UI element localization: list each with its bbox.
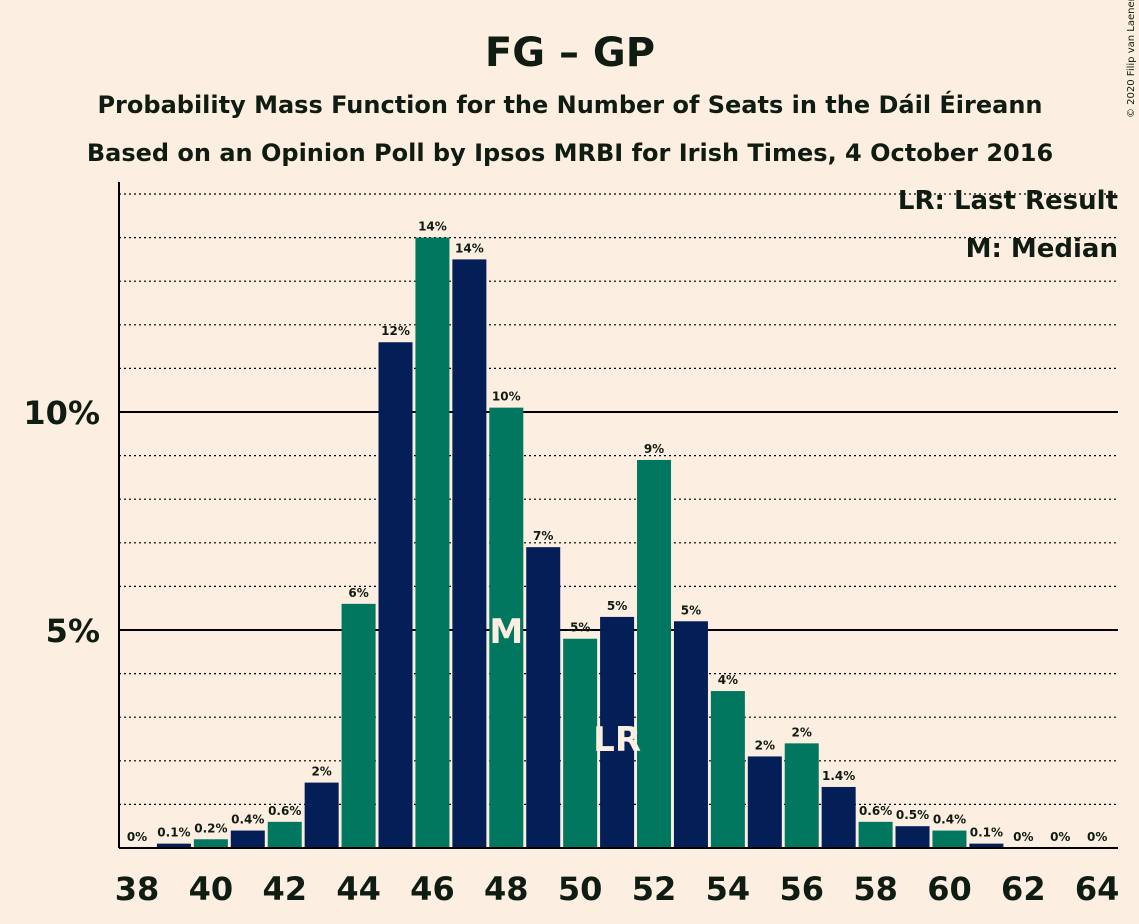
y-axis: 5% 10%	[23, 182, 1118, 849]
bar-60	[932, 830, 967, 848]
bar-55	[747, 756, 782, 848]
data-label-52: 9%	[644, 442, 664, 456]
data-label-39: 0.1%	[157, 826, 190, 840]
data-label-48: 10%	[492, 390, 521, 404]
chart-subtitle-2: Based on an Opinion Poll by Ipsos MRBI f…	[87, 139, 1053, 167]
data-label-53: 5%	[681, 603, 701, 617]
data-label-43: 2%	[311, 765, 331, 779]
bar-57	[821, 786, 856, 848]
data-label-41: 0.4%	[231, 813, 264, 827]
x-tick-label: 44	[336, 870, 381, 908]
bar-61	[969, 843, 1004, 848]
chart-subtitle-1: Probability Mass Function for the Number…	[97, 90, 1042, 119]
data-label-54: 4%	[718, 673, 738, 687]
x-tick-label: 46	[410, 870, 455, 908]
bar-45	[378, 342, 413, 848]
bar-43	[304, 782, 339, 848]
bar-47	[452, 259, 487, 848]
bar-39	[156, 843, 191, 848]
data-label-38: 0%	[127, 830, 147, 844]
x-tick-label: 64	[1075, 870, 1120, 908]
data-label-40: 0.2%	[194, 821, 227, 835]
chart-title: FG – GP	[485, 30, 655, 76]
data-label-50: 5%	[570, 621, 590, 635]
data-label-42: 0.6%	[268, 804, 301, 818]
bar-52	[637, 459, 672, 848]
data-label-61: 0.1%	[970, 826, 1003, 840]
bar-56	[784, 743, 819, 848]
bar-53	[673, 621, 708, 848]
bar-51	[600, 616, 635, 848]
x-tick-label: 38	[115, 870, 160, 908]
bar-44	[341, 603, 376, 848]
x-tick-label: 52	[632, 870, 677, 908]
x-tick-label: 48	[484, 870, 529, 908]
x-tick-label: 56	[779, 870, 824, 908]
legend-median: M: Median	[966, 234, 1118, 264]
bar-41	[230, 830, 265, 848]
bar-59	[895, 826, 930, 848]
bar-46	[415, 237, 450, 849]
data-label-63: 0%	[1050, 830, 1070, 844]
bar-50	[563, 638, 598, 848]
bar-40	[193, 839, 228, 848]
data-label-49: 7%	[533, 529, 553, 543]
data-label-46: 14%	[418, 220, 447, 234]
x-tick-label: 40	[189, 870, 234, 908]
data-label-57: 1.4%	[822, 769, 855, 783]
bar-58	[858, 821, 893, 848]
data-label-62: 0%	[1013, 830, 1033, 844]
bars	[156, 237, 1004, 849]
data-labels: 0% 0.1% 0.2% 0.4% 0.6% 2% 6% 12% 14% 14% 10% 7% 5% 5%…	[127, 220, 1108, 844]
bar-54	[710, 691, 745, 848]
data-label-58: 0.6%	[859, 804, 892, 818]
x-tick-label: 62	[1001, 870, 1046, 908]
copyright-notice: © 2020 Filip van Laenen	[1126, 0, 1137, 118]
data-label-60: 0.4%	[933, 813, 966, 827]
y-tick-label: 5%	[46, 612, 100, 650]
data-label-56: 2%	[792, 725, 812, 739]
data-label-59: 0.5%	[896, 808, 929, 822]
x-tick-label: 58	[853, 870, 898, 908]
data-label-51: 5%	[607, 599, 627, 613]
legend-last-result: LR: Last Result	[898, 186, 1118, 216]
last-result-marker: LR	[593, 720, 641, 760]
grid-lines	[119, 193, 1118, 806]
y-tick-label: 10%	[23, 394, 100, 432]
x-axis: 38 40 42 44 46 48 50 52 54 56 58 60 62 64	[115, 870, 1120, 908]
x-tick-label: 50	[558, 870, 603, 908]
data-label-64: 0%	[1087, 830, 1107, 844]
bar-49	[526, 547, 561, 848]
data-label-44: 6%	[348, 586, 368, 600]
data-label-47: 14%	[455, 241, 484, 255]
bar-48	[489, 407, 524, 848]
data-label-45: 12%	[381, 324, 410, 338]
median-marker: M	[489, 612, 523, 652]
x-tick-label: 60	[927, 870, 972, 908]
x-tick-label: 54	[706, 870, 751, 908]
data-label-55: 2%	[755, 738, 775, 752]
bar-42	[267, 821, 302, 848]
markers: M LR	[489, 612, 641, 760]
x-tick-label: 42	[262, 870, 307, 908]
